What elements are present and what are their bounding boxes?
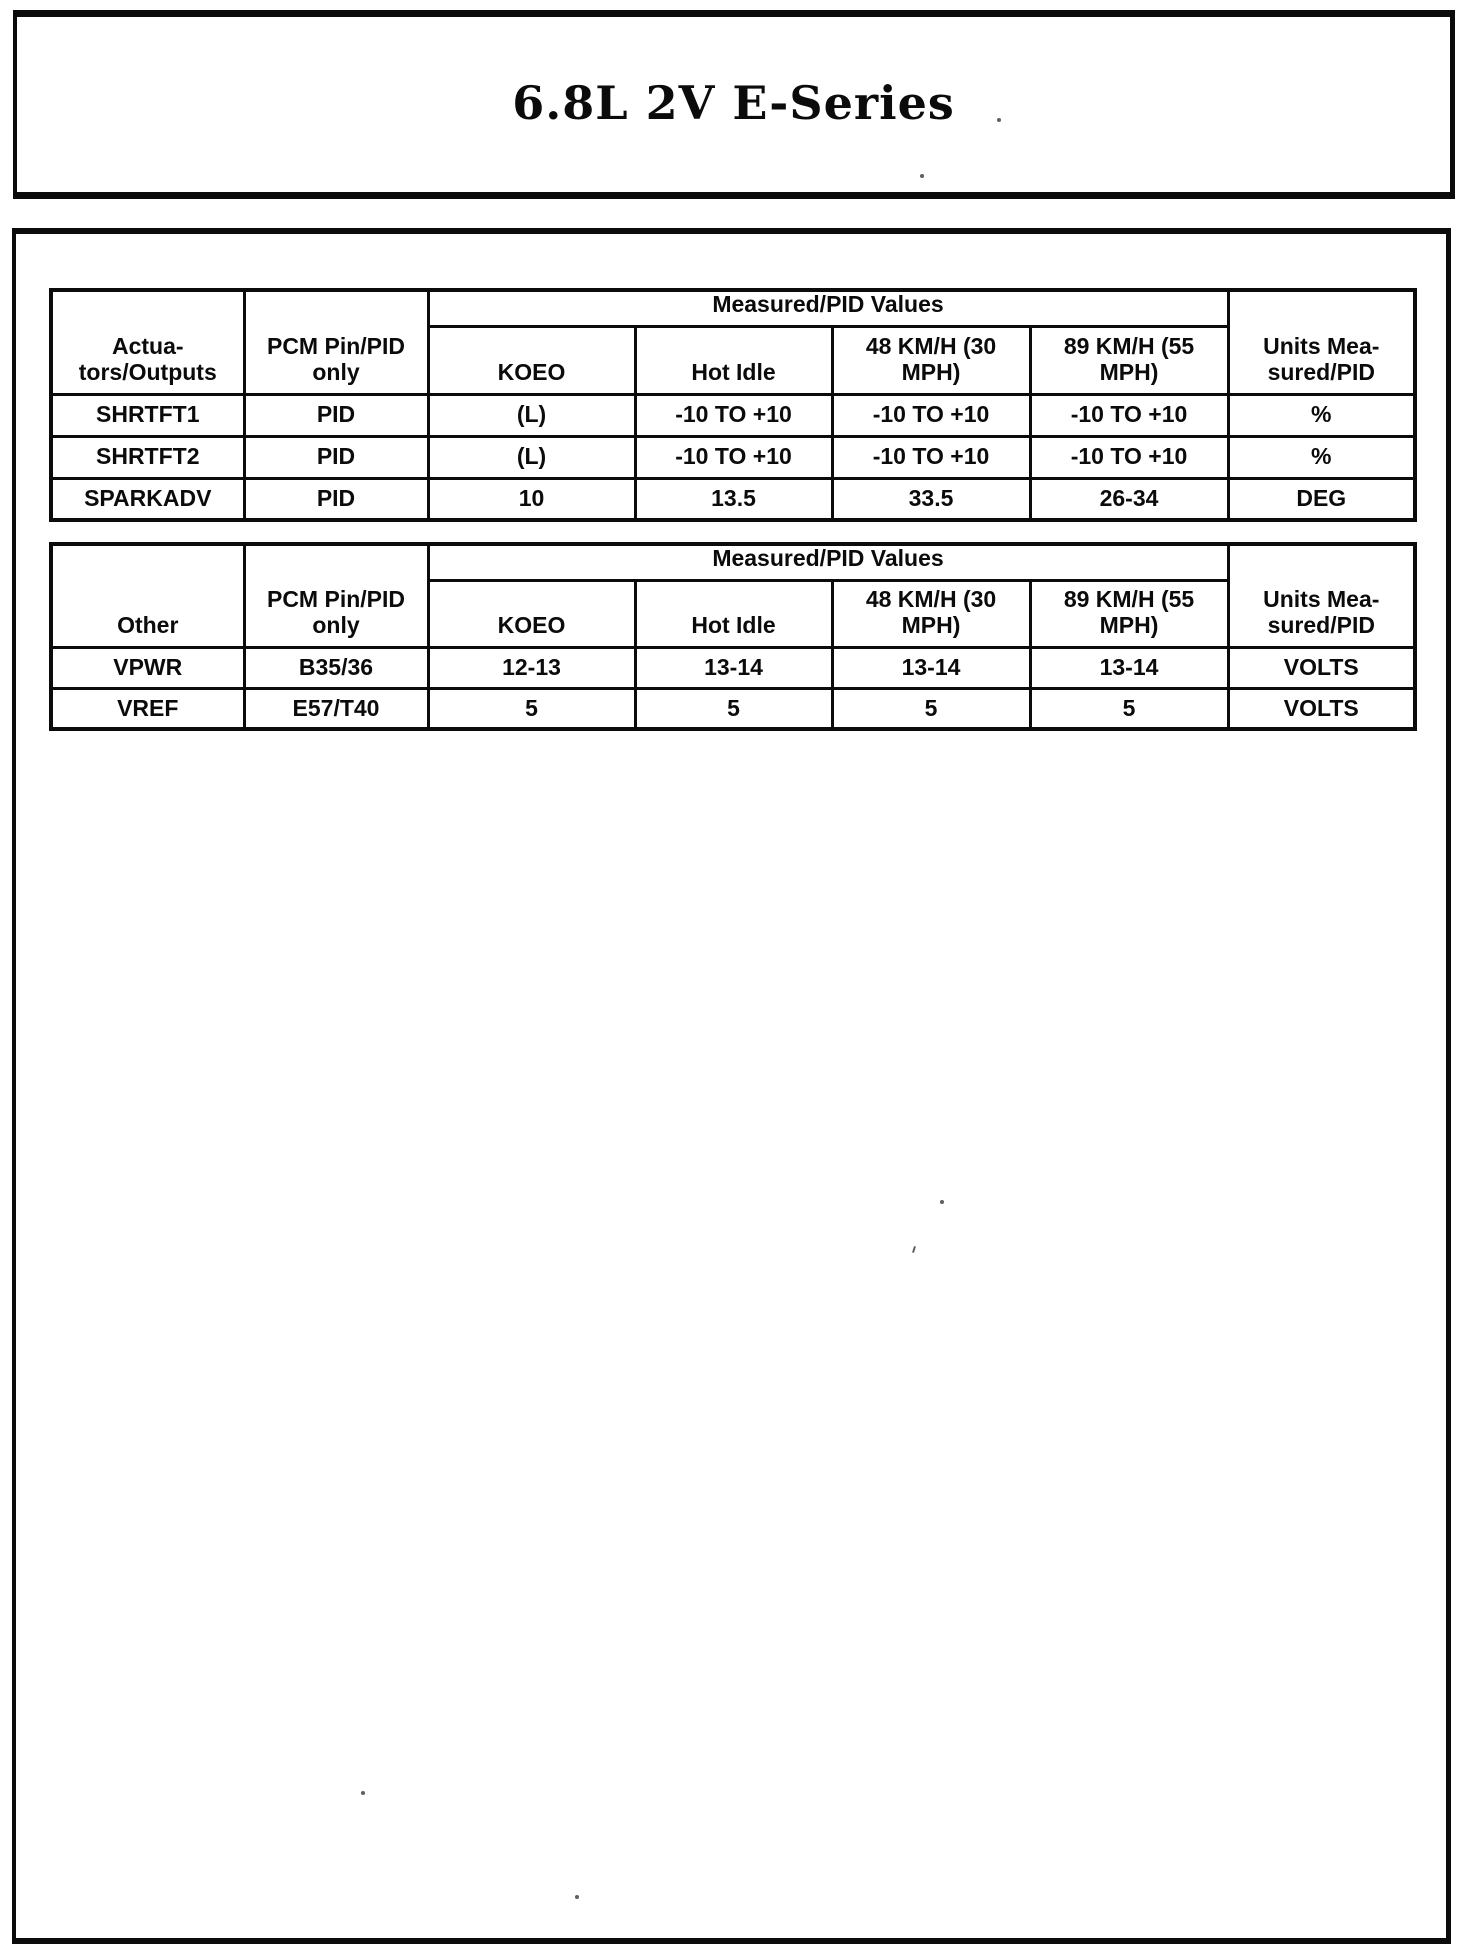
cell: 5 [633, 686, 834, 731]
sub-header-row: KOEO Hot Idle 48 KM/H (30 MPH) 89 KM/H (… [51, 578, 1415, 649]
cell: DEG [1226, 476, 1417, 522]
scan-speck [361, 1791, 365, 1795]
cell: VOLTS [1226, 645, 1417, 690]
table-row: VREF E57/T40 5 5 5 5 VOLTS [49, 686, 1417, 731]
actuators-outputs-table: Actua- tors/Outputs PCM Pin/PID only Mea… [49, 288, 1418, 523]
col-header-koeo: KOEO [426, 324, 637, 396]
cell: PID [242, 476, 430, 522]
table-row: VPWR B35/36 12-13 13-14 13-14 13-14 VOLT… [49, 645, 1417, 690]
group-header-measured-pid: Measured/PID Values [426, 542, 1230, 582]
scan-speck [920, 174, 924, 178]
group-header-row: Actua- tors/Outputs PCM Pin/PID only Mea… [49, 288, 1417, 396]
cell: (L) [426, 392, 637, 438]
cell: 5 [426, 686, 637, 731]
cell: E57/T40 [242, 686, 430, 731]
cell: VOLTS [1226, 686, 1417, 731]
cell: 13-14 [830, 645, 1032, 690]
col-header-hot-idle: Hot Idle [633, 324, 834, 396]
other-table: Other PCM Pin/PID only Measured/PID Valu… [49, 542, 1418, 732]
cell: VREF [49, 686, 246, 731]
table-row: SHRTFT2 PID (L) -10 TO +10 -10 TO +10 -1… [49, 434, 1417, 480]
sub-header-row: KOEO Hot Idle 48 KM/H (30 MPH) 89 KM/H (… [51, 324, 1415, 396]
cell: 13-14 [633, 645, 834, 690]
content-frame [12, 228, 1451, 1944]
col-header-48kmh: 48 KM/H (30 MPH) [830, 578, 1032, 649]
cell: -10 TO +10 [830, 434, 1032, 480]
col-header-row-label: Other [49, 542, 246, 649]
col-header-units: Units Mea- sured/PID [1226, 288, 1417, 396]
cell: -10 TO +10 [1028, 434, 1230, 480]
cell: 26-34 [1028, 476, 1230, 522]
col-header-koeo: KOEO [426, 578, 637, 649]
scan-speck [940, 1200, 944, 1204]
col-header-units: Units Mea- sured/PID [1226, 542, 1417, 649]
cell: 13.5 [633, 476, 834, 522]
cell: SHRTFT2 [49, 434, 246, 480]
group-header-row: Other PCM Pin/PID only Measured/PID Valu… [49, 542, 1417, 649]
group-header-measured-pid: Measured/PID Values [426, 288, 1230, 328]
cell: (L) [426, 434, 637, 480]
cell: -10 TO +10 [830, 392, 1032, 438]
scan-speck [997, 118, 1001, 122]
title-banner: 6.8L 2V E-Series [13, 10, 1455, 199]
cell: 33.5 [830, 476, 1032, 522]
cell: -10 TO +10 [1028, 392, 1230, 438]
cell: SHRTFT1 [49, 392, 246, 438]
cell: B35/36 [242, 645, 430, 690]
cell: 5 [830, 686, 1032, 731]
col-header-pcm-pin: PCM Pin/PID only [242, 288, 430, 396]
col-header-hot-idle: Hot Idle [633, 578, 834, 649]
cell: 10 [426, 476, 637, 522]
scan-speck [575, 1895, 579, 1899]
cell: 13-14 [1028, 645, 1230, 690]
cell: PID [242, 392, 430, 438]
cell: -10 TO +10 [633, 392, 834, 438]
cell: VPWR [49, 645, 246, 690]
col-header-pcm-pin: PCM Pin/PID only [242, 542, 430, 649]
table-row: SPARKADV PID 10 13.5 33.5 26-34 DEG [49, 476, 1417, 522]
cell: % [1226, 434, 1417, 480]
col-header-48kmh: 48 KM/H (30 MPH) [830, 324, 1032, 396]
col-header-89kmh: 89 KM/H (55 MPH) [1028, 578, 1230, 649]
cell: -10 TO +10 [633, 434, 834, 480]
cell: % [1226, 392, 1417, 438]
cell: 12-13 [426, 645, 637, 690]
col-header-89kmh: 89 KM/H (55 MPH) [1028, 324, 1230, 396]
cell: SPARKADV [49, 476, 246, 522]
page-title: 6.8L 2V E-Series [512, 75, 955, 130]
cell: PID [242, 434, 430, 480]
col-header-row-label: Actua- tors/Outputs [49, 288, 246, 396]
table-row: SHRTFT1 PID (L) -10 TO +10 -10 TO +10 -1… [49, 392, 1417, 438]
cell: 5 [1028, 686, 1230, 731]
